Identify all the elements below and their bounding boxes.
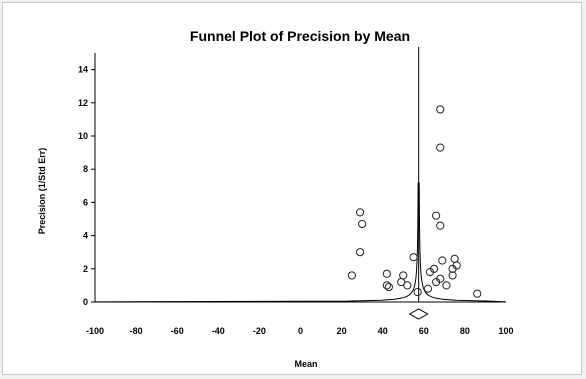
x-tick-label: -20 — [253, 326, 266, 336]
data-point — [384, 282, 393, 292]
x-tick-label: 80 — [460, 326, 470, 336]
y-tick-label: 2 — [83, 264, 88, 274]
data-point — [436, 105, 445, 114]
summary-diamond — [408, 308, 429, 320]
funnel-right-limit — [418, 182, 507, 303]
data-point — [438, 256, 447, 265]
data-point — [358, 219, 367, 229]
data-point — [436, 221, 445, 230]
y-tick-label: 8 — [83, 164, 88, 174]
x-axis-title: Mean — [294, 359, 317, 369]
data-point — [452, 261, 461, 270]
data-point — [442, 281, 451, 290]
x-tick-label: 100 — [498, 326, 513, 336]
x-tick-label: -80 — [130, 326, 143, 336]
y-tick-label: 0 — [83, 297, 88, 307]
data-point — [413, 287, 422, 297]
y-tick-label: 14 — [78, 65, 88, 75]
data-point — [436, 274, 445, 283]
data-point — [409, 253, 418, 262]
data-point — [355, 208, 365, 217]
tick-labels: 0 2 4 6 8 10 12 14 -100 -80 -60 -40 -20 0 20 40 60 80 100 — [78, 65, 514, 336]
chart-title: Funnel Plot of Precision by Mean — [190, 28, 410, 44]
y-axis-title: Precision (1/Std Err) — [37, 148, 47, 235]
y-tick-label: 10 — [78, 131, 88, 141]
data-point — [473, 289, 482, 298]
x-tick-label: -60 — [171, 326, 184, 336]
data-point — [448, 271, 457, 280]
data-point — [432, 211, 441, 220]
x-tick-label: -40 — [212, 326, 225, 336]
x-tick-label: 20 — [337, 326, 347, 336]
x-tick-label: 40 — [378, 326, 388, 336]
data-point — [399, 271, 408, 280]
chart-frame: Funnel Plot of Precision by Mean Precisi… — [2, 2, 582, 375]
data-point — [423, 284, 433, 293]
data-point — [382, 281, 391, 290]
y-tick-label: 4 — [83, 231, 88, 241]
data-point — [355, 248, 365, 257]
funnel-left-limit — [94, 182, 419, 303]
data-point — [403, 281, 412, 290]
y-tick-label: 12 — [78, 98, 88, 108]
y-tick-label: 6 — [83, 197, 88, 207]
x-tick-label: 60 — [419, 326, 429, 336]
data-point — [429, 264, 439, 273]
funnel-lines — [94, 47, 507, 303]
data-points — [347, 105, 482, 320]
data-point — [450, 254, 459, 263]
axes — [91, 53, 506, 303]
data-point — [382, 269, 391, 278]
data-point — [436, 143, 445, 152]
funnel-plot: Funnel Plot of Precision by Mean Precisi… — [37, 28, 514, 369]
data-point — [347, 271, 356, 280]
x-tick-label: 0 — [298, 326, 303, 336]
x-tick-label: -100 — [86, 326, 104, 336]
